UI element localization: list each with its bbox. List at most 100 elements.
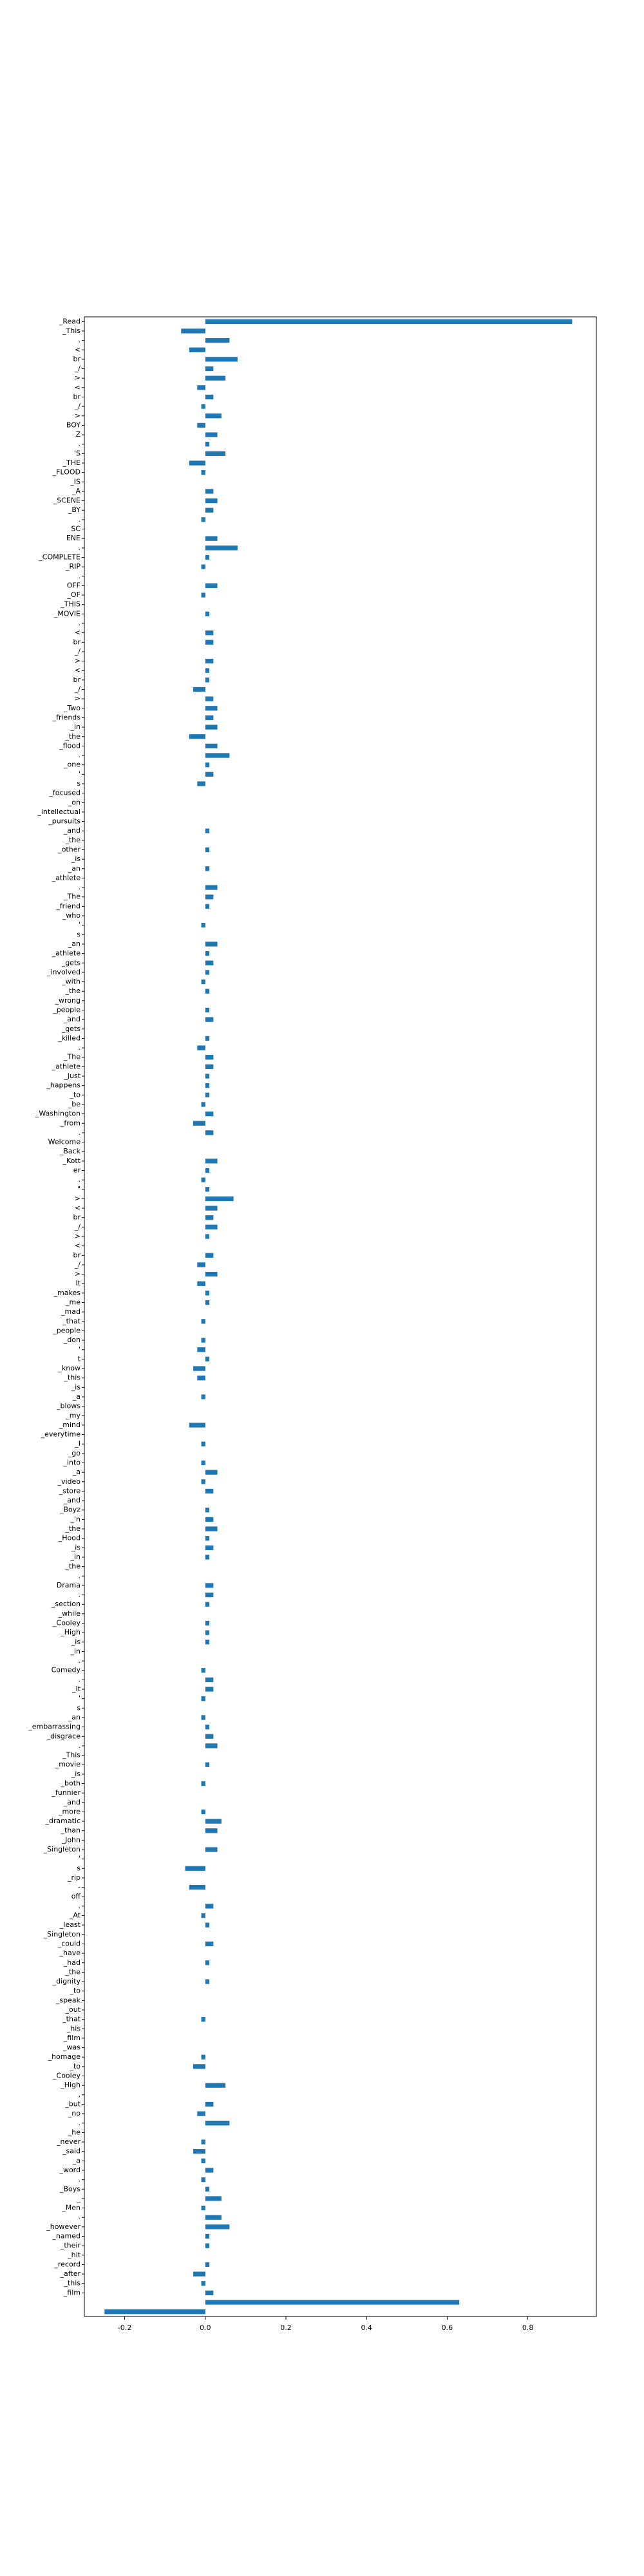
bar (205, 319, 573, 324)
y-tick-label: Welcome (48, 1138, 81, 1146)
bar (205, 1602, 210, 1607)
bar (205, 1592, 214, 1598)
y-tick-label: _OF (67, 591, 81, 599)
y-tick-label: br (73, 355, 80, 363)
bar (205, 1111, 214, 1117)
bar (205, 451, 226, 457)
y-tick-label: _intellectual (37, 808, 80, 816)
y-tick-label: _a (72, 2156, 80, 2164)
bar (205, 489, 214, 494)
bar (205, 2186, 210, 2192)
bar (205, 1206, 218, 1211)
bar (193, 1366, 205, 1371)
y-tick-label: _after (59, 2269, 80, 2278)
x-tick-label: 0.8 (522, 2324, 534, 2332)
bar (205, 630, 214, 636)
y-tick-label: > (75, 1194, 80, 1202)
bar (197, 1376, 205, 1381)
bar (205, 1743, 218, 1748)
y-tick-label: . (79, 2213, 81, 2221)
bar (205, 895, 214, 900)
bar (205, 753, 230, 758)
bar (205, 1356, 210, 1362)
y-tick-label: _just (63, 1072, 80, 1080)
y-tick-label: _'n (70, 1515, 81, 1523)
x-tick-label: 0.0 (200, 2324, 211, 2332)
bar (205, 1055, 214, 1060)
bar (205, 970, 210, 975)
bar (205, 1092, 210, 1097)
y-tick-label: _the (64, 732, 80, 741)
bar (189, 734, 205, 739)
y-tick-label: . (79, 2119, 81, 2127)
bar (205, 1583, 214, 1588)
y-tick-label: _Back (59, 1147, 81, 1155)
y-tick-label: _Boys (59, 2184, 80, 2193)
bar (205, 1630, 210, 1635)
y-tick-label: _blows (56, 1402, 80, 1410)
y-tick-label: > (75, 694, 80, 703)
y-tick-label: < (75, 1242, 80, 1250)
y-tick-label: _record (53, 2260, 80, 2268)
y-tick-label: ' (79, 1855, 80, 1863)
y-tick-label: _gets (61, 958, 81, 967)
y-tick-label: _FLOOD (52, 468, 80, 477)
bar (197, 385, 205, 390)
y-tick-label: _film (63, 2288, 80, 2297)
y-tick-label: _word (59, 2166, 80, 2174)
bar (205, 1979, 210, 1984)
bar (205, 668, 210, 673)
y-tick-label: br (73, 676, 80, 684)
y-tick-label: _I (74, 1439, 80, 1448)
bar (205, 639, 214, 645)
y-tick-label: _section (51, 1600, 80, 1608)
y-tick-label: _the (64, 987, 80, 995)
bar (201, 2205, 205, 2211)
bar (205, 1677, 214, 1683)
bar (205, 394, 214, 400)
y-tick-label: s (77, 1703, 80, 1712)
y-tick-label: _he (68, 2128, 80, 2136)
y-tick-label: ' (79, 1345, 80, 1354)
y-tick-label: BOY (66, 421, 80, 429)
y-tick-label: _however (46, 2222, 80, 2231)
y-tick-label: _wrong (55, 996, 80, 1005)
bar (205, 498, 218, 504)
y-tick-label: _Washington (35, 1110, 80, 1118)
y-tick-label: _It (71, 1685, 81, 1693)
y-tick-label: _THIS (60, 600, 80, 609)
y-tick-label: _John (61, 1835, 80, 1844)
bar (201, 2177, 205, 2183)
y-tick-label: _a (72, 1468, 80, 1476)
y-tick-label: _their (60, 2241, 81, 2249)
y-tick-label: ENE (66, 534, 80, 542)
y-tick-label: _THE (62, 459, 80, 467)
y-tick-label: _/ (74, 685, 81, 694)
bar (201, 1177, 205, 1182)
y-tick-label: _dignity (52, 1977, 81, 1985)
bar (189, 1423, 205, 1428)
y-tick-label: _pursuits (48, 817, 80, 826)
y-tick-label: _This (62, 327, 80, 335)
y-tick-label: _is (71, 1383, 81, 1391)
bar (205, 1168, 210, 1173)
bar (205, 1734, 214, 1739)
y-tick-label: _video (57, 1477, 80, 1486)
y-tick-label: _happens (46, 1081, 80, 1090)
bar (201, 2281, 205, 2286)
bar (205, 357, 238, 362)
y-tick-label: _Singleton (43, 1930, 80, 1938)
y-tick-label: _/ (74, 365, 81, 373)
bar (205, 1545, 214, 1550)
bar (205, 1941, 214, 1947)
x-tick-label: 0.2 (280, 2324, 292, 2332)
y-tick-label: . (79, 1675, 81, 1683)
y-tick-label: _RIP (65, 562, 80, 571)
y-tick-label: _IS (70, 477, 80, 486)
bar (205, 951, 210, 956)
y-tick-label: < (75, 1204, 80, 1212)
y-tick-label: _people (52, 1005, 80, 1014)
y-tick-label: _could (57, 1939, 80, 1947)
bar (201, 2054, 205, 2060)
